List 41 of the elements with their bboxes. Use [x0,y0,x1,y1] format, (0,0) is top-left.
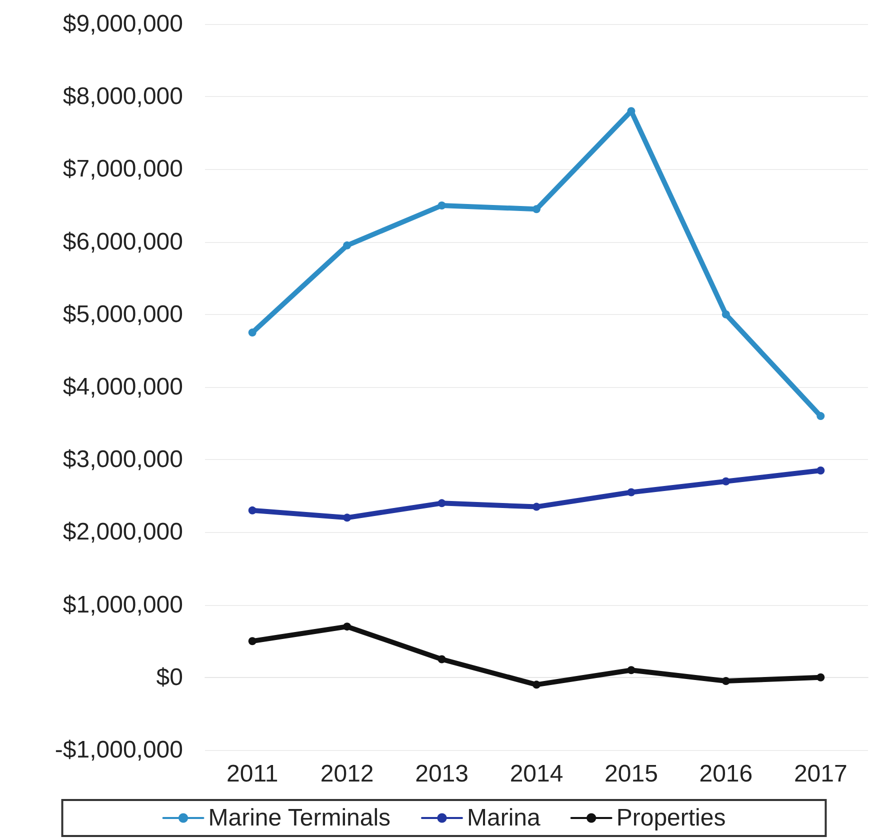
point [343,622,352,631]
y-tick-label: $2,000,000 [62,518,183,546]
point [343,241,352,250]
point [248,637,256,646]
y-tick-label: $1,000,000 [62,591,183,618]
point [816,466,825,474]
legend-label: Properties [616,804,726,832]
point [438,499,446,508]
point [722,310,730,318]
y-tick-label: $9,000,000 [62,10,183,38]
y-tick-label: $0 [156,664,183,691]
point [722,677,730,686]
y-tick-label: -$1,000,000 [54,736,183,764]
point [532,502,540,511]
point [816,673,825,682]
y-tick-label: $5,000,000 [62,300,183,328]
x-tick-label: 2014 [510,760,564,788]
point [816,412,825,420]
point [343,514,352,522]
point [532,205,540,214]
y-tick-label: $3,000,000 [62,446,183,474]
y-tick-label: $6,000,000 [62,228,183,256]
y-tick-label: $8,000,000 [62,83,183,110]
point [248,506,256,514]
x-tick-label: 2012 [320,760,374,788]
legend-label: Marina [466,804,541,832]
point [438,202,446,210]
legend-label: Marine Terminals [208,804,391,832]
x-tick-label: 2011 [226,760,278,788]
point [627,488,636,496]
point [627,666,636,674]
point [438,655,446,664]
y-tick-label: $4,000,000 [62,374,183,400]
x-tick-label: 2017 [794,760,848,788]
point [248,328,256,337]
x-tick-label: 2016 [699,760,753,788]
x-tick-label: 2015 [604,760,658,788]
x-tick-label: 2013 [415,760,468,788]
y-tick-label: $7,000,000 [62,156,183,183]
point [532,680,540,689]
point [722,477,730,486]
